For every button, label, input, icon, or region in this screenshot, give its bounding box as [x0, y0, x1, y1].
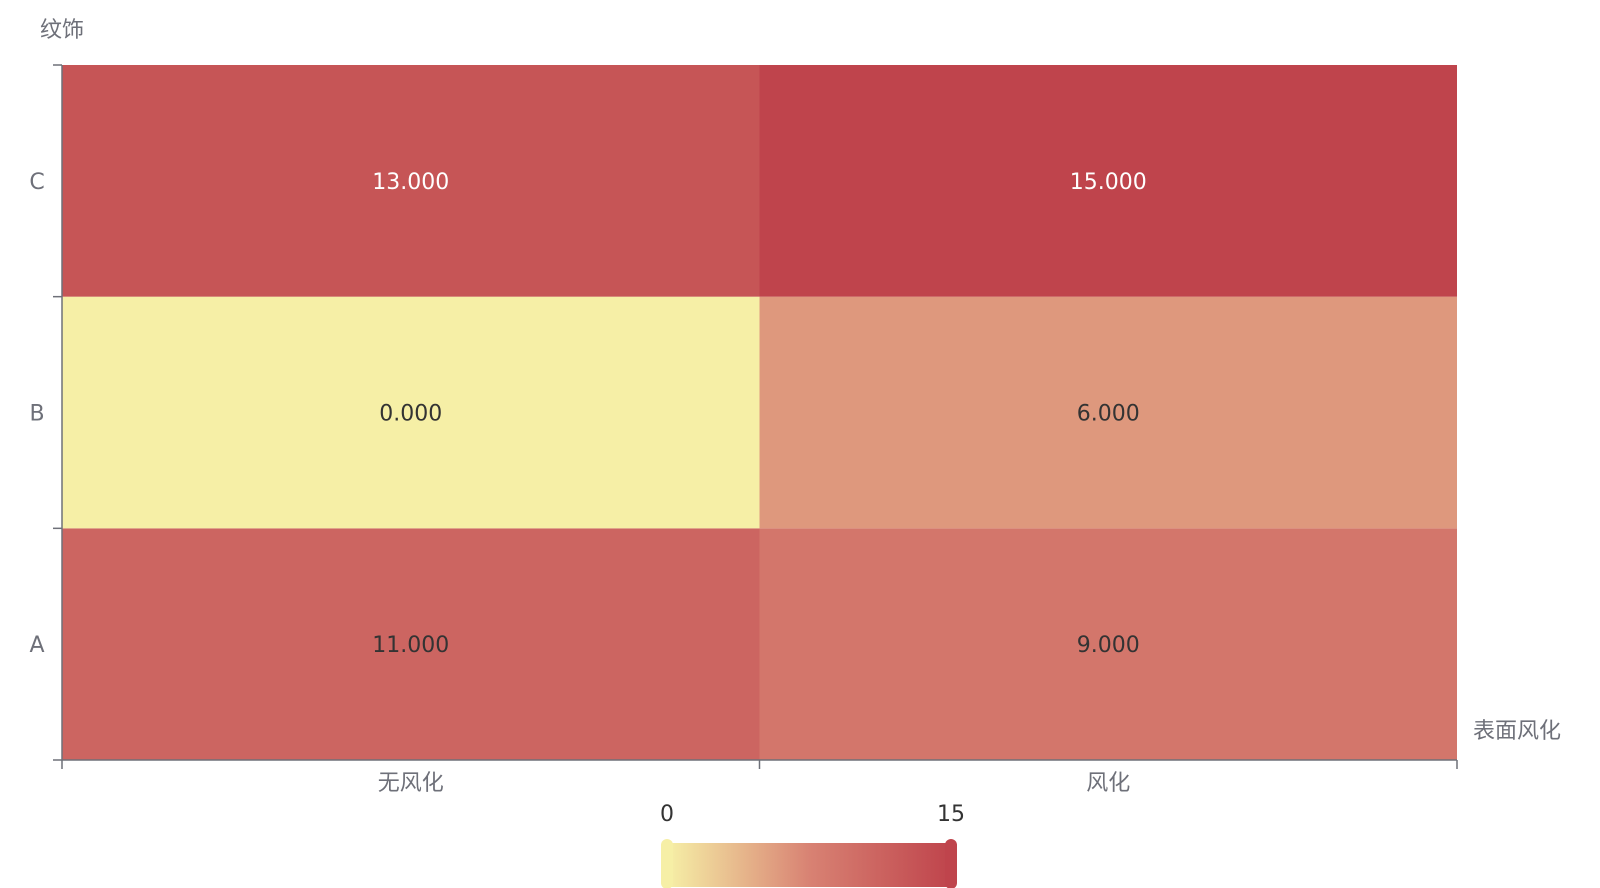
y-tick-label: B [29, 402, 44, 427]
y-tick-label: A [29, 633, 44, 658]
cell-value-label: 6.000 [1077, 402, 1140, 427]
heatmap-cell[interactable] [62, 528, 760, 760]
visual-map-bar [668, 843, 951, 887]
visual-map-max-label: 15 [937, 802, 965, 827]
cell-value-label: 0.000 [379, 402, 442, 427]
y-tick-label: C [29, 170, 44, 195]
visual-map-handle-min[interactable] [661, 839, 673, 888]
cell-value-label: 9.000 [1077, 633, 1140, 658]
heatmap-cell[interactable] [62, 296, 760, 529]
axes: A B C 无风化 风化 [29, 64, 1458, 796]
heatmap-cells: 11.000 9.000 0.000 6.000 13.000 15.000 [62, 65, 1457, 760]
visual-map-handle-max[interactable] [945, 839, 957, 888]
heatmap-cell[interactable] [759, 65, 1458, 297]
cell-value-label: 13.000 [372, 170, 449, 195]
x-axis-title: 表面风化 [1473, 719, 1561, 744]
x-tick-label: 风化 [1086, 771, 1130, 796]
x-tick-label: 无风化 [378, 771, 444, 796]
y-axis-title: 纹饰 [40, 18, 84, 43]
cell-value-label: 11.000 [372, 633, 449, 658]
visual-map[interactable]: 0 15 [660, 802, 965, 888]
visual-map-min-label: 0 [660, 802, 674, 827]
cell-value-label: 15.000 [1070, 170, 1147, 195]
heatmap-cell[interactable] [62, 65, 760, 297]
heatmap-cell[interactable] [759, 296, 1458, 529]
heatmap-cell[interactable] [759, 528, 1458, 760]
